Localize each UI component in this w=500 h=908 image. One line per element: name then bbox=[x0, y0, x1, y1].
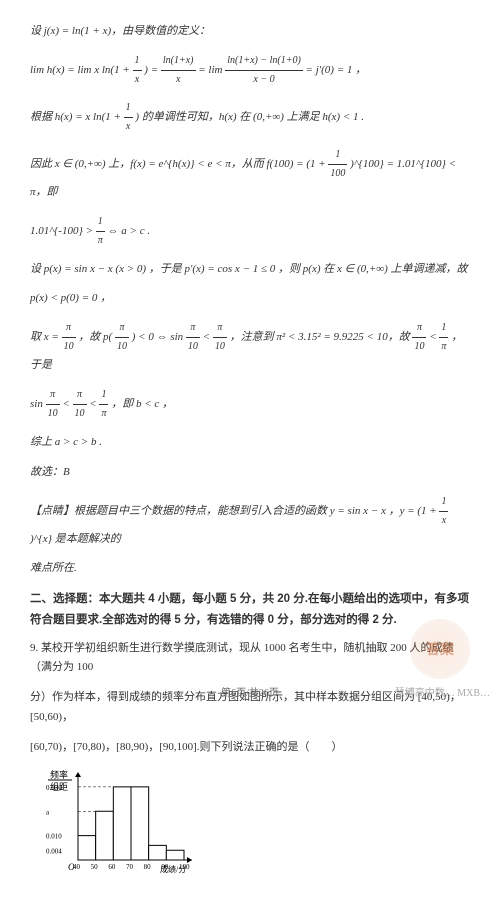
svg-text:50: 50 bbox=[91, 863, 99, 871]
eq-part: < bbox=[203, 331, 213, 343]
svg-text:100: 100 bbox=[179, 863, 190, 871]
fraction: π10 bbox=[73, 386, 87, 423]
answer-stamp-icon: 答案 bbox=[410, 619, 470, 679]
eq-part: = j'(0) = 1 ， bbox=[306, 64, 367, 76]
eq-part: 【点睛】根据题目中三个数据的特点，能想到引入合适的函数 y = sin x − … bbox=[30, 505, 439, 517]
fraction: 1100 bbox=[328, 146, 347, 183]
fraction: 1x bbox=[124, 99, 133, 136]
page-body: 设 j(x) = ln(1 + x)，由导数值的定义： lim h(x) = l… bbox=[0, 0, 500, 908]
frequency-histogram: 频率组距成绩/分O0.030a0.0100.004405060708090100 bbox=[44, 768, 194, 888]
eq-part: < bbox=[89, 398, 99, 410]
svg-text:0.004: 0.004 bbox=[46, 847, 62, 855]
fraction: 1π bbox=[99, 386, 108, 423]
fraction: ln(1+x)x bbox=[161, 52, 196, 89]
fraction: 1π bbox=[439, 319, 448, 356]
svg-text:40: 40 bbox=[73, 863, 81, 871]
svg-text:频率: 频率 bbox=[50, 769, 68, 780]
eq-part: ，注意到 π² < 3.15² = 9.9225 < 10，故 bbox=[230, 331, 413, 343]
svg-text:80: 80 bbox=[144, 863, 152, 871]
question-9-line: [60,70)，[70,80)，[80,90)，[90,100].则下列说法正确… bbox=[30, 738, 470, 758]
text-line: 综上 a > c > b . bbox=[30, 433, 470, 453]
fraction: π10 bbox=[115, 319, 129, 356]
equation-pi10: 取 x = π10 ，故 p( π10 ) < 0 ⇔ sin π10 < π1… bbox=[30, 319, 470, 376]
fraction: 1x bbox=[133, 52, 142, 89]
eq-part: 根据 h(x) = x ln(1 + bbox=[30, 111, 124, 123]
equation-ac: 1.01^{-100} > 1π ⇔ a > c . bbox=[30, 213, 470, 250]
question-9-line: 9. 某校开学初组织新生进行数学摸底测试，现从 1000 名考生中，随机抽取 2… bbox=[30, 639, 470, 679]
text-line: 设 p(x) = sin x − x (x > 0) ，于是 p'(x) = c… bbox=[30, 260, 470, 280]
eq-part: ⇔ a > c . bbox=[108, 225, 151, 237]
eq-part: sin bbox=[30, 398, 46, 410]
answer-line: 故选：B bbox=[30, 463, 470, 483]
eq-part: lim h(x) = lim x ln(1 + bbox=[30, 64, 133, 76]
equation-limit: lim h(x) = lim x ln(1 + 1x ) = ln(1+x)x … bbox=[30, 52, 470, 89]
eq-part: ) = bbox=[144, 64, 161, 76]
eq-part: = lim bbox=[198, 64, 225, 76]
section-2-title: 二、选择题：本大题共 4 小题，每小题 5 分，共 20 分.在每小题给出的选项… bbox=[30, 589, 470, 630]
text-line: p(x) < p(0) = 0 ， bbox=[30, 289, 470, 309]
text-line: 设 j(x) = ln(1 + x)，由导数值的定义： bbox=[30, 22, 470, 42]
equation-mono: 根据 h(x) = x ln(1 + 1x ) 的单调性可知，h(x) 在 (0… bbox=[30, 99, 470, 136]
fraction: π10 bbox=[412, 319, 426, 356]
eq-part: ，故 p( bbox=[78, 331, 112, 343]
eq-part: ) < 0 ⇔ sin bbox=[132, 331, 186, 343]
text-line: 难点所在. bbox=[30, 559, 470, 579]
fraction: π10 bbox=[186, 319, 200, 356]
eq-part: 1.01^{-100} > bbox=[30, 225, 96, 237]
eq-part: ，即 b < c ， bbox=[111, 398, 173, 410]
svg-text:a: a bbox=[46, 808, 50, 816]
fraction: 1π bbox=[96, 213, 105, 250]
fraction: π10 bbox=[62, 319, 76, 356]
svg-text:60: 60 bbox=[108, 863, 116, 871]
svg-text:70: 70 bbox=[126, 863, 134, 871]
histogram-svg: 频率组距成绩/分O0.030a0.0100.004405060708090100 bbox=[44, 768, 194, 878]
svg-text:0.030: 0.030 bbox=[46, 783, 62, 791]
svg-text:0.010: 0.010 bbox=[46, 832, 62, 840]
svg-text:90: 90 bbox=[161, 863, 169, 871]
eq-part: < bbox=[429, 331, 439, 343]
fraction: 1x bbox=[439, 493, 448, 530]
eq-part: ) 的单调性可知，h(x) 在 (0,+∞) 上满足 h(x) < 1 . bbox=[135, 111, 364, 123]
eq-part: 取 x = bbox=[30, 331, 62, 343]
eq-part: )^{x} 是本题解决的 bbox=[30, 533, 121, 545]
eq-part: < bbox=[62, 398, 72, 410]
equation-f100: 因此 x ∈ (0,+∞) 上，f(x) = e^{h(x)} < e < π，… bbox=[30, 146, 470, 203]
equation-sin: sin π10 < π10 < 1π ，即 b < c ， bbox=[30, 386, 470, 423]
eq-part: 因此 x ∈ (0,+∞) 上，f(x) = e^{h(x)} < e < π，… bbox=[30, 158, 328, 170]
fraction: π10 bbox=[46, 386, 60, 423]
fraction: ln(1+x) − ln(1+0)x − 0 bbox=[225, 52, 303, 89]
dianjing-line: 【点睛】根据题目中三个数据的特点，能想到引入合适的函数 y = sin x − … bbox=[30, 493, 470, 550]
fraction: π10 bbox=[213, 319, 227, 356]
watermark-text: 慧博高中数… MXB… bbox=[395, 684, 490, 699]
